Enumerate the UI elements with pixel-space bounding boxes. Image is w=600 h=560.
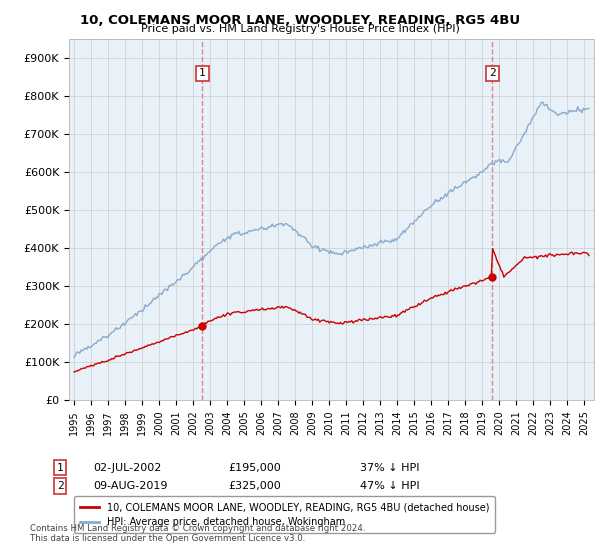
Text: £325,000: £325,000 — [228, 481, 281, 491]
Text: £195,000: £195,000 — [228, 463, 281, 473]
Text: Contains HM Land Registry data © Crown copyright and database right 2024.
This d: Contains HM Land Registry data © Crown c… — [30, 524, 365, 543]
Text: 1: 1 — [199, 68, 206, 78]
Text: Price paid vs. HM Land Registry's House Price Index (HPI): Price paid vs. HM Land Registry's House … — [140, 24, 460, 34]
Point — [197, 322, 207, 331]
Text: 2: 2 — [56, 481, 64, 491]
Text: 1: 1 — [56, 463, 64, 473]
Legend: 10, COLEMANS MOOR LANE, WOODLEY, READING, RG5 4BU (detached house), HPI: Average: 10, COLEMANS MOOR LANE, WOODLEY, READING… — [74, 496, 495, 533]
Text: 10, COLEMANS MOOR LANE, WOODLEY, READING, RG5 4BU: 10, COLEMANS MOOR LANE, WOODLEY, READING… — [80, 14, 520, 27]
Point — [488, 272, 497, 281]
Text: 2: 2 — [489, 68, 496, 78]
Text: 37% ↓ HPI: 37% ↓ HPI — [360, 463, 419, 473]
Text: 09-AUG-2019: 09-AUG-2019 — [93, 481, 167, 491]
Text: 02-JUL-2002: 02-JUL-2002 — [93, 463, 161, 473]
Text: 47% ↓ HPI: 47% ↓ HPI — [360, 481, 419, 491]
